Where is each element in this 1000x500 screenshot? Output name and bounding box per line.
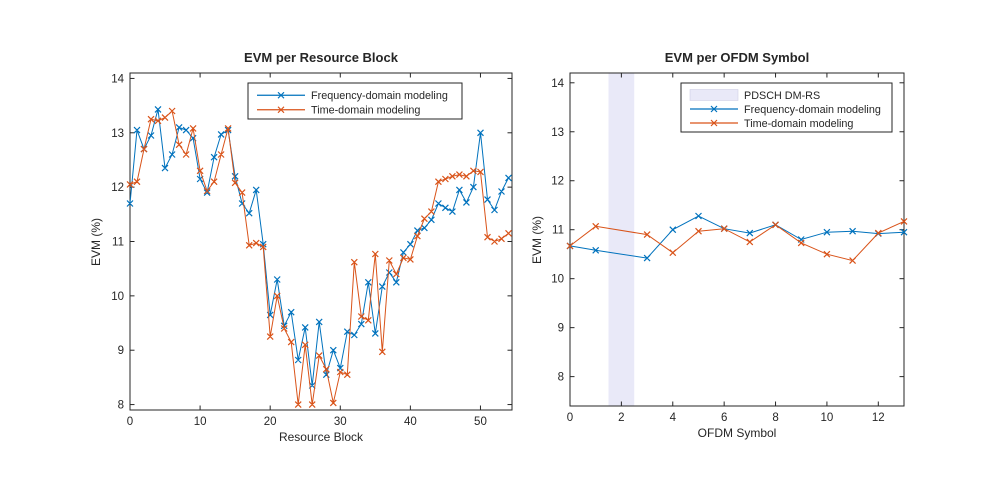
x-tick-label: 8 [772,412,778,424]
series-markers-time-domain [566,217,908,265]
legend-swatch-band [689,89,739,101]
legend-swatch-marker [710,105,718,113]
x-tick-label: 50 [474,416,487,428]
x-tick-label: 0 [567,412,573,424]
y-tick-label: 13 [551,127,564,139]
right-chart-title: EVM per OFDM Symbol [665,50,809,65]
x-tick-label: 10 [194,416,207,428]
y-tick-label: 9 [118,345,124,357]
y-tick-label: 8 [558,372,564,384]
left-xaxis-label: Resource Block [279,430,364,444]
x-tick-label: 30 [334,416,347,428]
legend-swatch-marker [710,119,718,127]
y-tick-label: 14 [551,78,564,90]
x-tick-label: 6 [721,412,727,424]
left-chart-title: EVM per Resource Block [244,50,399,65]
y-tick-label: 12 [551,176,564,188]
right-xaxis-label: OFDM Symbol [698,426,777,440]
x-tick-label: 2 [618,412,624,424]
y-tick-label: 11 [112,237,124,249]
legend-swatch-marker [277,91,285,99]
evm-per-rb-chart: 0 10 20 30 40 50 8 9 10 11 12 13 14 Frequency-domain … [111,72,513,428]
legend-label: PDSCH DM-RS [744,90,820,102]
legend-label: Frequency-domain modeling [744,104,881,116]
series-markers-frequency-domain [126,105,512,389]
left-yaxis-label: EVM (%) [89,218,103,266]
x-tick-label: 0 [127,416,133,428]
legend-label: Time-domain modeling [744,118,853,130]
y-tick-label: 8 [118,400,124,412]
dmrs-band [608,73,635,406]
y-tick-label: 10 [551,274,564,286]
x-tick-label: 4 [670,412,677,424]
y-tick-label: 12 [111,182,124,194]
x-tick-label: 10 [821,412,834,424]
legend-label: Frequency-domain modeling [311,90,448,102]
series-markers-time-domain [126,107,512,409]
plot-frame [569,72,905,407]
x-tick-label: 20 [264,416,277,428]
legend-label: Time-domain modeling [311,105,420,117]
y-tick-label: 9 [558,323,564,335]
right-yaxis-label: EVM (%) [530,216,544,264]
y-tick-label: 13 [111,128,124,140]
y-tick-label: 10 [111,291,124,303]
y-tick-label: 11 [552,225,564,237]
y-tick-label: 14 [111,73,124,85]
legend-swatch-marker [277,106,285,114]
x-tick-label: 12 [872,412,885,424]
x-tick-label: 40 [404,416,417,428]
evm-per-ofdm-symbol-chart: 0 2 4 6 8 10 12 8 9 10 11 12 13 14 PDSCH DM-RS Frequenc… [551,72,908,424]
